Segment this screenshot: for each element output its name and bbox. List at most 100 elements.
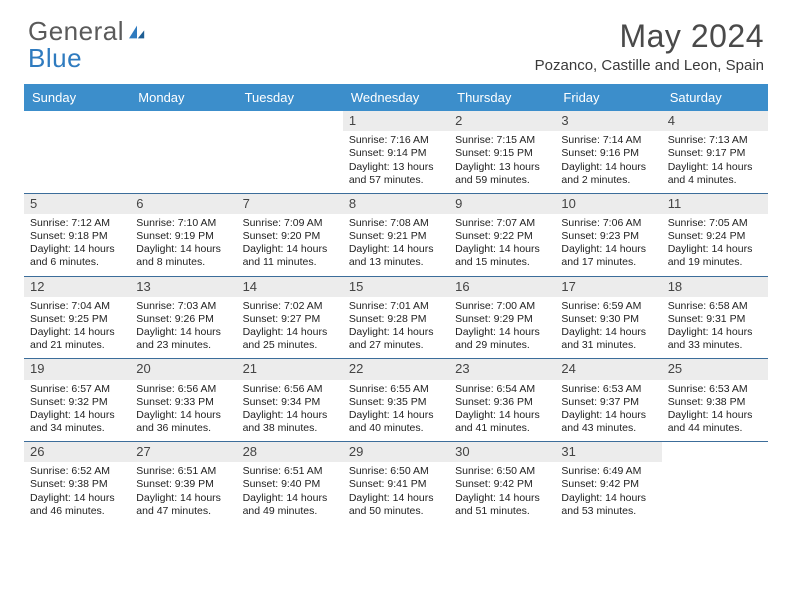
sunset-text: Sunset: 9:37 PM [561, 396, 655, 409]
daylight-text: Daylight: 14 hours and 33 minutes. [668, 326, 762, 352]
sunrise-text: Sunrise: 7:08 AM [349, 217, 443, 230]
sunset-text: Sunset: 9:22 PM [455, 230, 549, 243]
daylight-text: Daylight: 14 hours and 13 minutes. [349, 243, 443, 269]
day-number: 28 [237, 442, 343, 462]
brand-logo: GeneralBlue [28, 18, 147, 73]
day-number: 3 [555, 111, 661, 131]
day-number: 6 [130, 194, 236, 214]
daylight-text: Daylight: 14 hours and 6 minutes. [30, 243, 124, 269]
day-cell: 30Sunrise: 6:50 AMSunset: 9:42 PMDayligh… [449, 442, 555, 524]
sunrise-text: Sunrise: 7:10 AM [136, 217, 230, 230]
daylight-text: Daylight: 14 hours and 36 minutes. [136, 409, 230, 435]
day-number: 26 [24, 442, 130, 462]
daylight-text: Daylight: 14 hours and 15 minutes. [455, 243, 549, 269]
day-number: 19 [24, 359, 130, 379]
day-number: 1 [343, 111, 449, 131]
day-number: 2 [449, 111, 555, 131]
location-text: Pozanco, Castille and Leon, Spain [535, 57, 764, 74]
sunset-text: Sunset: 9:25 PM [30, 313, 124, 326]
day-cell: 14Sunrise: 7:02 AMSunset: 9:27 PMDayligh… [237, 277, 343, 359]
day-cell: 27Sunrise: 6:51 AMSunset: 9:39 PMDayligh… [130, 442, 236, 524]
daylight-text: Daylight: 14 hours and 19 minutes. [668, 243, 762, 269]
day-number: 16 [449, 277, 555, 297]
day-number: 25 [662, 359, 768, 379]
sunset-text: Sunset: 9:15 PM [455, 147, 549, 160]
weekday-header-row: Sunday Monday Tuesday Wednesday Thursday… [24, 84, 768, 111]
day-number: 5 [24, 194, 130, 214]
sunset-text: Sunset: 9:14 PM [349, 147, 443, 160]
day-cell: 2Sunrise: 7:15 AMSunset: 9:15 PMDaylight… [449, 111, 555, 193]
day-number: 22 [343, 359, 449, 379]
day-number: 17 [555, 277, 661, 297]
sunset-text: Sunset: 9:41 PM [349, 478, 443, 491]
sunrise-text: Sunrise: 7:06 AM [561, 217, 655, 230]
day-number: 15 [343, 277, 449, 297]
sunrise-text: Sunrise: 7:03 AM [136, 300, 230, 313]
sunrise-text: Sunrise: 6:56 AM [243, 383, 337, 396]
sunrise-text: Sunrise: 7:14 AM [561, 134, 655, 147]
day-cell: 11Sunrise: 7:05 AMSunset: 9:24 PMDayligh… [662, 194, 768, 276]
sunset-text: Sunset: 9:38 PM [668, 396, 762, 409]
day-number: 29 [343, 442, 449, 462]
day-number: 30 [449, 442, 555, 462]
daylight-text: Daylight: 14 hours and 34 minutes. [30, 409, 124, 435]
sunrise-text: Sunrise: 6:51 AM [136, 465, 230, 478]
week-row: 1Sunrise: 7:16 AMSunset: 9:14 PMDaylight… [24, 111, 768, 194]
sunset-text: Sunset: 9:39 PM [136, 478, 230, 491]
daylight-text: Daylight: 14 hours and 8 minutes. [136, 243, 230, 269]
sunset-text: Sunset: 9:33 PM [136, 396, 230, 409]
day-cell: 21Sunrise: 6:56 AMSunset: 9:34 PMDayligh… [237, 359, 343, 441]
sunrise-text: Sunrise: 6:51 AM [243, 465, 337, 478]
sunrise-text: Sunrise: 7:02 AM [243, 300, 337, 313]
sunrise-text: Sunrise: 7:00 AM [455, 300, 549, 313]
calendar: Sunday Monday Tuesday Wednesday Thursday… [24, 84, 768, 524]
sunrise-text: Sunrise: 7:12 AM [30, 217, 124, 230]
day-cell: 31Sunrise: 6:49 AMSunset: 9:42 PMDayligh… [555, 442, 661, 524]
brand-part2: Blue [28, 43, 82, 73]
day-cell [24, 111, 130, 193]
sail-icon [127, 18, 147, 45]
day-cell: 3Sunrise: 7:14 AMSunset: 9:16 PMDaylight… [555, 111, 661, 193]
day-cell: 15Sunrise: 7:01 AMSunset: 9:28 PMDayligh… [343, 277, 449, 359]
week-row: 19Sunrise: 6:57 AMSunset: 9:32 PMDayligh… [24, 359, 768, 442]
weekday-header: Monday [130, 84, 236, 111]
sunset-text: Sunset: 9:19 PM [136, 230, 230, 243]
sunrise-text: Sunrise: 6:52 AM [30, 465, 124, 478]
sunrise-text: Sunrise: 6:49 AM [561, 465, 655, 478]
daylight-text: Daylight: 14 hours and 21 minutes. [30, 326, 124, 352]
sunrise-text: Sunrise: 6:50 AM [455, 465, 549, 478]
daylight-text: Daylight: 14 hours and 40 minutes. [349, 409, 443, 435]
day-cell [130, 111, 236, 193]
weekday-header: Thursday [449, 84, 555, 111]
day-cell: 6 Sunrise: 7:10 AMSunset: 9:19 PMDaylight… [130, 194, 236, 276]
sunset-text: Sunset: 9:21 PM [349, 230, 443, 243]
daylight-text: Daylight: 14 hours and 4 minutes. [668, 161, 762, 187]
sunset-text: Sunset: 9:18 PM [30, 230, 124, 243]
day-number: 13 [130, 277, 236, 297]
sunset-text: Sunset: 9:31 PM [668, 313, 762, 326]
daylight-text: Daylight: 14 hours and 50 minutes. [349, 492, 443, 518]
day-cell: 12Sunrise: 7:04 AMSunset: 9:25 PMDayligh… [24, 277, 130, 359]
day-number: 20 [130, 359, 236, 379]
sunset-text: Sunset: 9:35 PM [349, 396, 443, 409]
day-cell: 13Sunrise: 7:03 AMSunset: 9:26 PMDayligh… [130, 277, 236, 359]
sunset-text: Sunset: 9:17 PM [668, 147, 762, 160]
weeks-container: 1Sunrise: 7:16 AMSunset: 9:14 PMDaylight… [24, 111, 768, 524]
day-number: 24 [555, 359, 661, 379]
weekday-header: Sunday [24, 84, 130, 111]
day-number: 14 [237, 277, 343, 297]
sunset-text: Sunset: 9:29 PM [455, 313, 549, 326]
day-cell: 20Sunrise: 6:56 AMSunset: 9:33 PMDayligh… [130, 359, 236, 441]
day-cell: 5 Sunrise: 7:12 AMSunset: 9:18 PMDaylight… [24, 194, 130, 276]
sunset-text: Sunset: 9:30 PM [561, 313, 655, 326]
day-cell: 23Sunrise: 6:54 AMSunset: 9:36 PMDayligh… [449, 359, 555, 441]
day-number: 7 [237, 194, 343, 214]
day-cell: 7Sunrise: 7:09 AMSunset: 9:20 PMDaylight… [237, 194, 343, 276]
day-cell: 1Sunrise: 7:16 AMSunset: 9:14 PMDaylight… [343, 111, 449, 193]
sunset-text: Sunset: 9:32 PM [30, 396, 124, 409]
sunset-text: Sunset: 9:36 PM [455, 396, 549, 409]
day-cell: 18Sunrise: 6:58 AMSunset: 9:31 PMDayligh… [662, 277, 768, 359]
sunset-text: Sunset: 9:20 PM [243, 230, 337, 243]
sunset-text: Sunset: 9:27 PM [243, 313, 337, 326]
day-number: 27 [130, 442, 236, 462]
